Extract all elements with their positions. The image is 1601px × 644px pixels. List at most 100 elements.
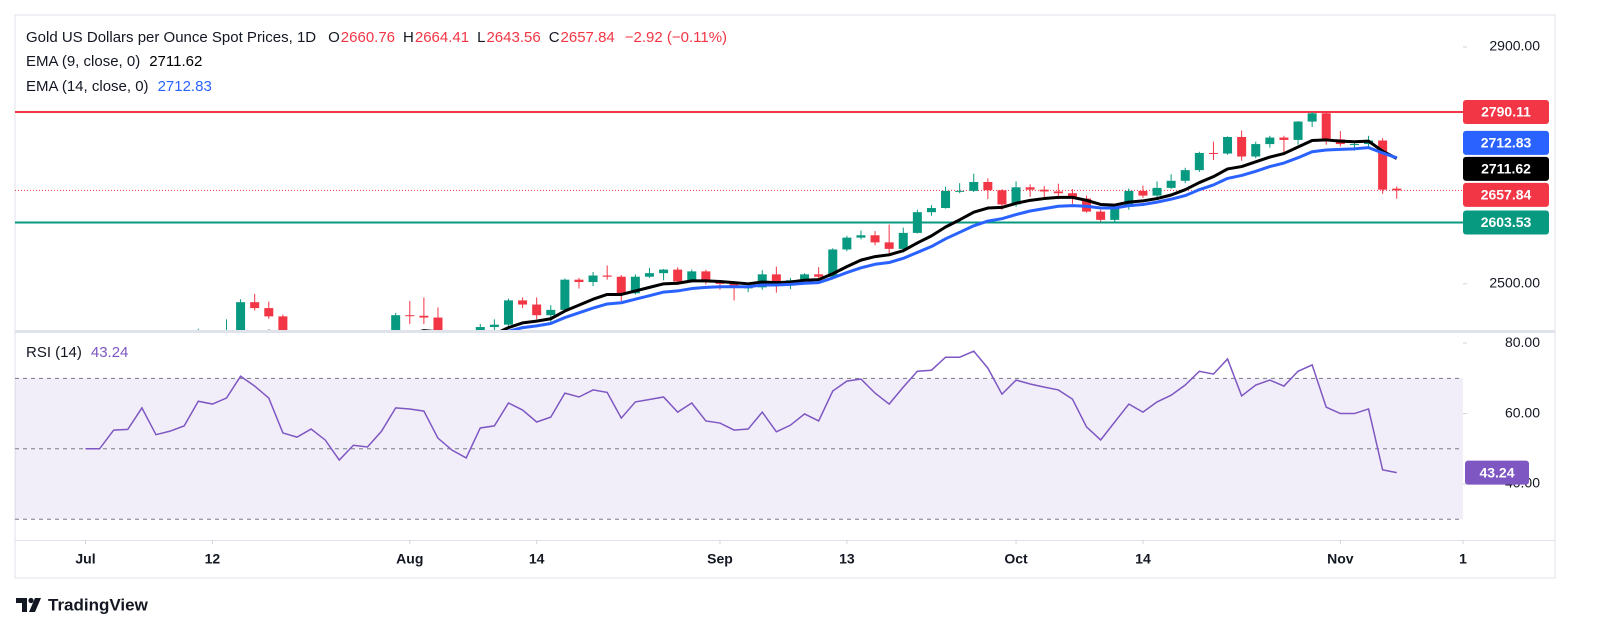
candle-body (969, 181, 979, 191)
candle-body (1180, 170, 1190, 181)
candle-body (630, 276, 640, 294)
candle-body (532, 304, 542, 316)
candle-body (1293, 121, 1303, 140)
ohlc-value: 2664.41 (415, 29, 469, 46)
rsi-line (85, 350, 1397, 474)
candle-body (687, 271, 697, 282)
candle-body (983, 181, 993, 191)
candle-body (701, 271, 711, 283)
candle-body (419, 315, 429, 318)
rsi-legend-name: RSI (14) (26, 344, 82, 361)
candle-body (1096, 211, 1106, 220)
price-label-box (1463, 210, 1549, 235)
candle-body (828, 249, 838, 277)
ohlc-label: H (403, 29, 414, 46)
ohlc-value: 2643.56 (486, 29, 540, 46)
candle-body (1208, 152, 1218, 154)
candle-body (391, 315, 401, 330)
candle-body (1265, 137, 1275, 145)
ema-legend-name: EMA (9, close, 0) (26, 53, 140, 70)
price-label-box (1463, 130, 1549, 155)
price-label: 2657.84 (1481, 187, 1532, 203)
candle-body (489, 324, 499, 328)
candle-body (1166, 180, 1176, 188)
candle-body (1124, 190, 1134, 207)
price-label: 2603.53 (1481, 214, 1532, 230)
candle-body (1194, 152, 1204, 171)
rsi-legend-value: 43.24 (91, 344, 129, 361)
candle-body (1237, 136, 1247, 157)
candle-body (912, 212, 922, 233)
candle-body (1378, 140, 1388, 190)
x-tick-label: 13 (839, 551, 855, 567)
candle-body (518, 300, 528, 305)
candle-body (1011, 187, 1021, 205)
frame (14, 14, 1556, 579)
candle-body (236, 302, 246, 330)
brand-logo (16, 597, 41, 612)
rsi-pane (15, 350, 1463, 520)
candle-body (616, 276, 626, 294)
y-tick-label: 2900.00 (1489, 38, 1540, 54)
candle-body (475, 327, 485, 330)
ema-legend-value: 2712.83 (158, 78, 212, 95)
price-label: 2711.62 (1481, 161, 1531, 177)
x-tick-label: Aug (396, 551, 423, 567)
price-label-box (1463, 182, 1549, 207)
candle-body (814, 274, 824, 277)
candle-body (673, 269, 683, 282)
candle-body (588, 275, 598, 283)
price-label-box (1463, 100, 1549, 125)
candle-body (856, 235, 866, 238)
candle-body (1053, 191, 1063, 194)
x-tick-label: Nov (1327, 551, 1354, 567)
rsi-label-box (1465, 460, 1529, 485)
candle-body (926, 208, 936, 213)
candle-body (1349, 144, 1359, 146)
price-label: 2712.83 (1481, 135, 1532, 151)
candle-body (602, 275, 612, 277)
brand-name: TradingView (48, 595, 149, 614)
candle-body (1110, 206, 1120, 220)
y-tick-label: 2500.00 (1489, 275, 1540, 291)
ema-line (267, 138, 1398, 330)
x-tick-label: Oct (1004, 551, 1028, 567)
ema-line (507, 146, 1398, 330)
price-label-box (1463, 156, 1549, 181)
candle-body (771, 274, 781, 286)
rsi-tick-label: 80.00 (1505, 334, 1540, 350)
candle-body (250, 302, 260, 309)
candle-body (842, 237, 852, 250)
candle-body (1039, 189, 1049, 192)
candle-body (1138, 190, 1148, 196)
candle-body (941, 190, 951, 209)
x-tick-label: 1 (1459, 551, 1467, 567)
candle-body (870, 235, 880, 243)
candle-body (1392, 188, 1402, 191)
x-tick-label: Jul (75, 551, 95, 567)
ohlc-value: 2657.84 (561, 29, 615, 46)
ema-legend-name: EMA (14, close, 0) (26, 78, 149, 95)
candle-body (955, 190, 965, 192)
candle-body (1223, 136, 1233, 154)
x-tick-label: 14 (529, 551, 545, 567)
price-label: 2790.11 (1481, 104, 1531, 120)
candle-body (264, 308, 274, 317)
candle-body (644, 273, 654, 277)
candle-body (574, 279, 584, 283)
candle-body (659, 269, 669, 274)
candle-body (884, 242, 894, 249)
candle-body (1279, 137, 1289, 140)
change-value: −2.92 (−0.11%) (625, 29, 727, 46)
rsi-tick-label: 60.00 (1505, 404, 1540, 420)
candle-body (546, 309, 556, 316)
candle-body (1321, 113, 1331, 140)
price-pane (15, 111, 1463, 330)
candle-body (503, 300, 513, 325)
ohlc-label: O (328, 29, 340, 46)
candle-body (1152, 187, 1162, 196)
legend-title: Gold US Dollars per Ounce Spot Prices, 1… (26, 29, 316, 46)
candle-body (278, 316, 288, 330)
ohlc-value: 2660.76 (341, 29, 395, 46)
